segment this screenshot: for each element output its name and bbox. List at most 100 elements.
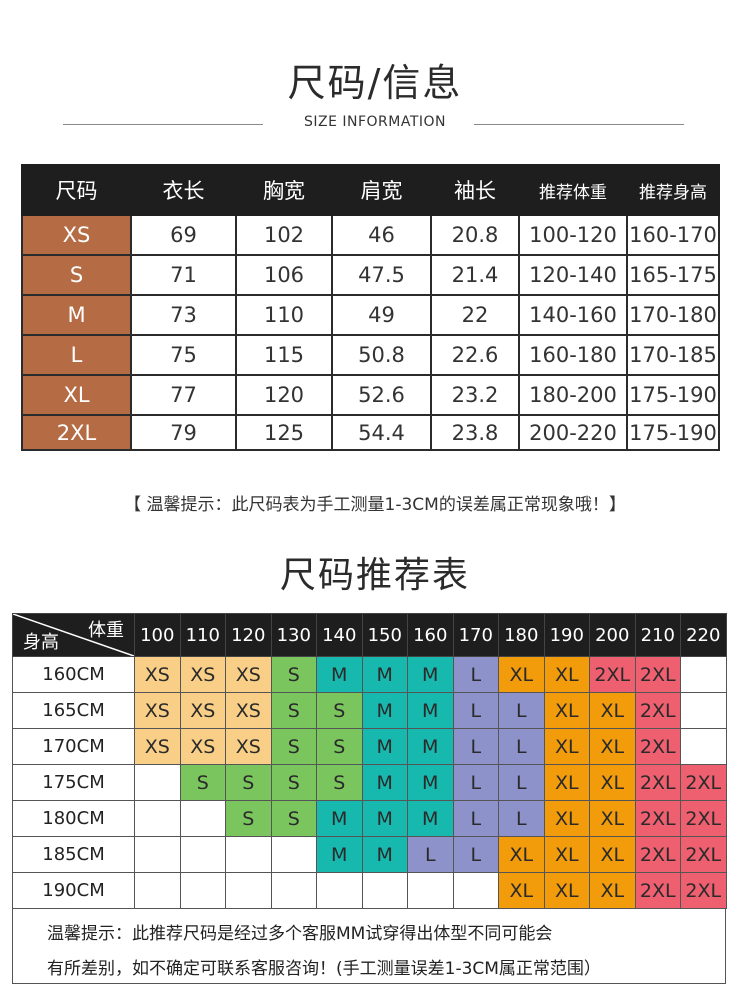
table-cell: 170-185 bbox=[626, 334, 720, 376]
size-cell: L bbox=[498, 800, 545, 837]
recommend-note-line1: 温馨提示：此推荐尺码是经过多个客服MM试穿得出体型不同可能会 bbox=[47, 924, 553, 944]
size-cell: M bbox=[316, 836, 363, 873]
table-cell: 73 bbox=[130, 294, 237, 336]
table-cell: 49 bbox=[331, 294, 432, 336]
size-label-cell: XS bbox=[21, 214, 132, 256]
size-cell: 2XL bbox=[634, 656, 681, 693]
size-cell: 2XL bbox=[680, 836, 727, 873]
size-cell bbox=[361, 872, 408, 909]
table-cell: 79 bbox=[130, 414, 237, 451]
size-cell: XL bbox=[543, 800, 590, 837]
size-cell: XS bbox=[179, 728, 226, 765]
weight-header: 210 bbox=[634, 613, 681, 657]
weight-header: 140 bbox=[316, 613, 363, 657]
height-label: 180CM bbox=[12, 800, 135, 837]
weight-header: 180 bbox=[498, 613, 545, 657]
table-cell: 50.8 bbox=[331, 334, 432, 376]
size-cell bbox=[407, 872, 454, 909]
table-cell: 180-200 bbox=[518, 374, 628, 416]
col-header: 袖长 bbox=[430, 164, 520, 216]
size-row: XL 77 120 52.6 23.2 180-200 175-190 bbox=[21, 374, 720, 416]
table-cell: 175-190 bbox=[626, 374, 720, 416]
size-cell: S bbox=[179, 764, 226, 801]
table-cell: 23.2 bbox=[430, 374, 520, 416]
size-cell bbox=[225, 836, 272, 873]
size-cell: XS bbox=[225, 692, 272, 729]
size-cell bbox=[134, 836, 181, 873]
size-cell: L bbox=[407, 836, 454, 873]
size-cell bbox=[270, 836, 317, 873]
size-cell: XS bbox=[179, 692, 226, 729]
page-title: 尺码/信息 bbox=[287, 61, 463, 105]
size-cell: M bbox=[361, 692, 408, 729]
recommend-note: 温馨提示：此推荐尺码是经过多个客服MM试穿得出体型不同可能会 有所差别，如不确定… bbox=[12, 909, 726, 984]
table-cell: 102 bbox=[235, 214, 333, 256]
size-cell: XL bbox=[543, 728, 590, 765]
recommend-note-line2: 有所差别，如不确定可联系客服咨询！(手工测量误差1-3CM属正常范围） bbox=[47, 959, 601, 979]
size-cell: XL bbox=[589, 872, 636, 909]
table-cell: 125 bbox=[235, 414, 333, 451]
size-cell: S bbox=[225, 764, 272, 801]
size-cell: XL bbox=[589, 836, 636, 873]
size-cell: M bbox=[316, 656, 363, 693]
size-cell bbox=[134, 764, 181, 801]
weight-header: 110 bbox=[179, 613, 226, 657]
size-cell: M bbox=[361, 800, 408, 837]
table-cell: 20.8 bbox=[430, 214, 520, 256]
corner-diagonal bbox=[13, 614, 134, 656]
col-header: 推荐体重 bbox=[518, 164, 628, 216]
size-cell: 2XL bbox=[634, 728, 681, 765]
weight-header: 200 bbox=[589, 613, 636, 657]
size-cell bbox=[134, 800, 181, 837]
size-cell bbox=[134, 872, 181, 909]
size-cell: M bbox=[407, 800, 454, 837]
size-cell: M bbox=[361, 728, 408, 765]
weight-header: 160 bbox=[407, 613, 454, 657]
height-label: 160CM bbox=[12, 656, 135, 693]
size-cell: XL bbox=[589, 692, 636, 729]
size-cell: S bbox=[270, 764, 317, 801]
table-cell: 110 bbox=[235, 294, 333, 336]
size-cell: XL bbox=[543, 764, 590, 801]
divider-right bbox=[474, 124, 684, 125]
weight-header: 170 bbox=[452, 613, 499, 657]
size-row: XS 69 102 46 20.8 100-120 160-170 bbox=[21, 214, 720, 256]
height-label: 170CM bbox=[12, 728, 135, 765]
size-cell: XL bbox=[498, 656, 545, 693]
height-label: 190CM bbox=[12, 872, 135, 909]
height-label: 175CM bbox=[12, 764, 135, 801]
table-cell: 23.8 bbox=[430, 414, 520, 451]
size-cell: L bbox=[452, 692, 499, 729]
size-table: 尺码 衣长 胸宽 肩宽 袖长 推荐体重 推荐身高 XS 69 102 46 20.8 10… bbox=[21, 164, 720, 451]
size-cell: XL bbox=[498, 872, 545, 909]
recommend-title: 尺码推荐表 bbox=[279, 555, 470, 596]
table-cell: 69 bbox=[130, 214, 237, 256]
size-cell: L bbox=[452, 836, 499, 873]
col-header: 肩宽 bbox=[331, 164, 432, 216]
weight-header: 190 bbox=[543, 613, 590, 657]
table-cell: 54.4 bbox=[331, 414, 432, 451]
weight-header: 120 bbox=[225, 613, 272, 657]
height-row: 180CM S S M M M L L XL XL 2XL 2XL bbox=[12, 800, 727, 837]
height-row: 170CM XS XS XS S S M M L L XL XL 2XL bbox=[12, 728, 727, 765]
size-cell: S bbox=[270, 692, 317, 729]
weight-header: 220 bbox=[680, 613, 727, 657]
height-label: 185CM bbox=[12, 836, 135, 873]
table-cell: 160-170 bbox=[626, 214, 720, 256]
size-cell: XL bbox=[543, 872, 590, 909]
table-cell: 175-190 bbox=[626, 414, 720, 451]
col-header: 衣长 bbox=[130, 164, 237, 216]
size-cell: M bbox=[316, 800, 363, 837]
size-label-cell: S bbox=[21, 254, 132, 296]
size-cell: XL bbox=[589, 764, 636, 801]
size-cell: M bbox=[407, 728, 454, 765]
size-cell: L bbox=[452, 728, 499, 765]
table-cell: 77 bbox=[130, 374, 237, 416]
size-cell bbox=[316, 872, 363, 909]
height-row: 175CM S S S S M M L L XL XL 2XL 2XL bbox=[12, 764, 727, 801]
table-cell: 71 bbox=[130, 254, 237, 296]
table-cell: 47.5 bbox=[331, 254, 432, 296]
size-cell: 2XL bbox=[634, 836, 681, 873]
height-row: 165CM XS XS XS S S M M L L XL XL 2XL bbox=[12, 692, 727, 729]
table-cell: 165-175 bbox=[626, 254, 720, 296]
